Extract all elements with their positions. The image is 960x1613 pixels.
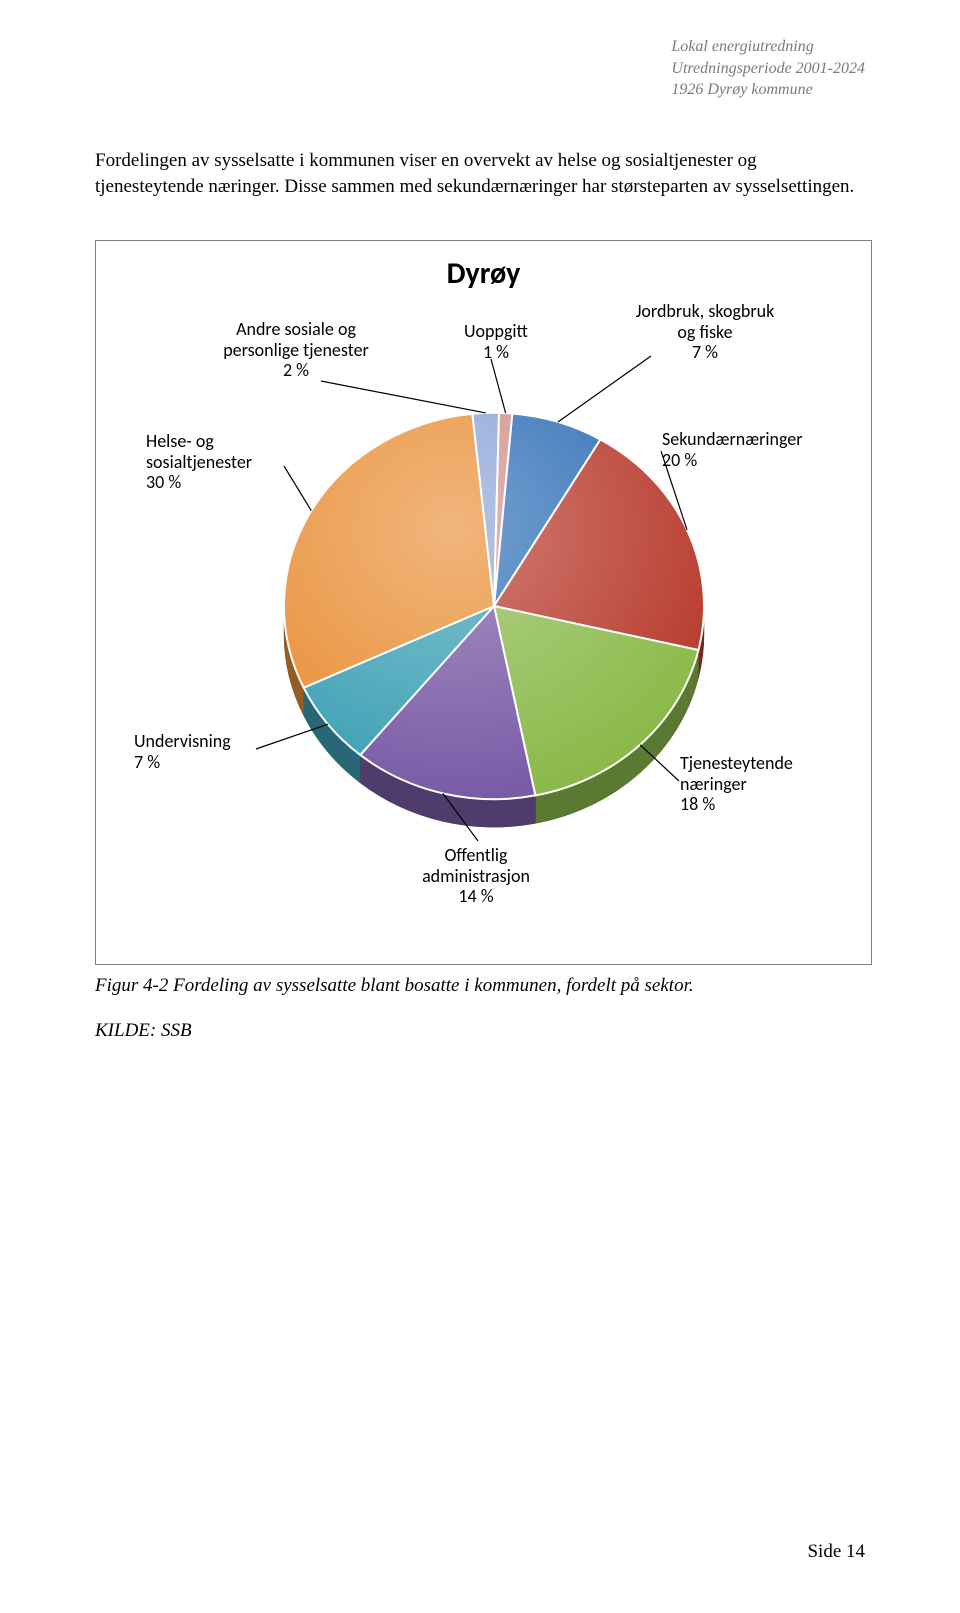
leader-uoppgitt [491, 359, 506, 413]
page-number: Side 14 [807, 1541, 865, 1563]
label-andre: Andre sosiale og personlige tjenester 2 … [211, 319, 381, 381]
header-line2: Utredningsperiode 2001-2024 [671, 58, 865, 80]
label-jordbruk: Jordbruk, skogbruk og fiske 7 % [620, 301, 790, 363]
chart-title: Dyrøy [96, 255, 871, 292]
label-off: Offentlig administrasjon 14 % [396, 845, 556, 907]
intro-paragraph: Fordelingen av sysselsatte i kommunen vi… [95, 148, 865, 199]
leader-jordbruk [558, 356, 651, 422]
label-uoppgitt: Uoppgitt 1 % [446, 321, 546, 362]
label-tjen: Tjenesteytende næringer 18 % [680, 753, 830, 815]
leader-andre [321, 381, 486, 413]
label-und: Undervisning 7 % [134, 731, 274, 772]
header-line3: 1926 Dyrøy kommune [671, 79, 865, 101]
header-line1: Lokal energiutredning [671, 36, 865, 58]
label-sek: Sekundærnæringer 20 % [662, 429, 832, 470]
figure-caption: Figur 4-2 Fordeling av sysselsatte blant… [95, 975, 865, 997]
label-helse: Helse- og sosialtjenester 30 % [146, 431, 286, 493]
doc-header: Lokal energiutredning Utredningsperiode … [671, 36, 865, 101]
leader-helse [284, 466, 311, 511]
chart-container: Dyrøy Andre sosiale og personlige tjenes… [95, 240, 872, 965]
source-label: KILDE: SSB [95, 1020, 192, 1042]
